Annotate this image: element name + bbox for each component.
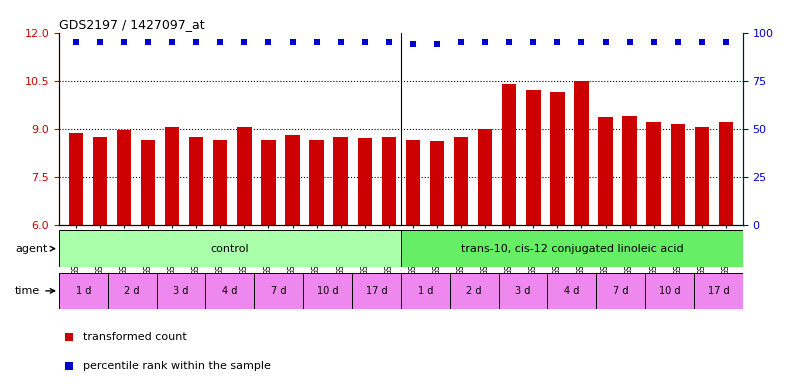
Bar — [718, 122, 733, 225]
Bar — [597, 273, 645, 309]
Bar — [401, 230, 743, 267]
Bar — [303, 273, 352, 309]
Bar — [213, 140, 227, 225]
Bar — [450, 273, 498, 309]
Text: trans-10, cis-12 conjugated linoleic acid: trans-10, cis-12 conjugated linoleic aci… — [461, 243, 683, 254]
Bar — [646, 122, 661, 225]
Bar — [156, 273, 205, 309]
Bar — [285, 135, 299, 225]
Bar — [59, 230, 401, 267]
Text: 1 d: 1 d — [75, 286, 91, 296]
Bar — [623, 116, 637, 225]
Bar — [502, 84, 516, 225]
Bar — [352, 273, 401, 309]
Bar — [68, 134, 83, 225]
Text: 7 d: 7 d — [271, 286, 287, 296]
Text: agent: agent — [15, 243, 54, 254]
Text: 3 d: 3 d — [516, 286, 531, 296]
Bar — [575, 81, 589, 225]
Bar — [333, 137, 348, 225]
Text: control: control — [211, 243, 249, 254]
Text: 7 d: 7 d — [613, 286, 629, 296]
Bar — [93, 137, 107, 225]
Bar — [547, 273, 597, 309]
Text: 10 d: 10 d — [317, 286, 338, 296]
Bar — [694, 273, 743, 309]
Bar — [261, 140, 276, 225]
Bar — [358, 138, 372, 225]
Bar — [401, 273, 450, 309]
Bar — [498, 273, 547, 309]
Bar — [255, 273, 303, 309]
Bar — [108, 273, 156, 309]
Bar — [454, 137, 468, 225]
Text: 2 d: 2 d — [466, 286, 482, 296]
Bar — [117, 130, 131, 225]
Bar — [165, 127, 179, 225]
Bar — [478, 129, 492, 225]
Text: 4 d: 4 d — [564, 286, 579, 296]
Text: 17 d: 17 d — [365, 286, 387, 296]
Bar — [670, 124, 685, 225]
Bar — [189, 137, 204, 225]
Text: GDS2197 / 1427097_at: GDS2197 / 1427097_at — [59, 18, 204, 31]
Bar — [430, 141, 444, 225]
Bar — [406, 140, 421, 225]
Bar — [59, 273, 108, 309]
Text: 10 d: 10 d — [659, 286, 680, 296]
Bar — [598, 118, 613, 225]
Text: 2 d: 2 d — [124, 286, 140, 296]
Text: percentile rank within the sample: percentile rank within the sample — [83, 361, 270, 371]
Text: transformed count: transformed count — [83, 332, 186, 342]
Bar — [141, 140, 156, 225]
Text: 17 d: 17 d — [707, 286, 729, 296]
Bar — [310, 140, 324, 225]
Text: time: time — [15, 286, 54, 296]
Bar — [550, 92, 564, 225]
Bar — [645, 273, 694, 309]
Bar — [695, 127, 709, 225]
Text: 3 d: 3 d — [174, 286, 189, 296]
Bar — [205, 273, 255, 309]
Bar — [526, 90, 541, 225]
Text: 1 d: 1 d — [417, 286, 433, 296]
Bar — [237, 127, 252, 225]
Text: 4 d: 4 d — [222, 286, 237, 296]
Bar — [381, 137, 396, 225]
